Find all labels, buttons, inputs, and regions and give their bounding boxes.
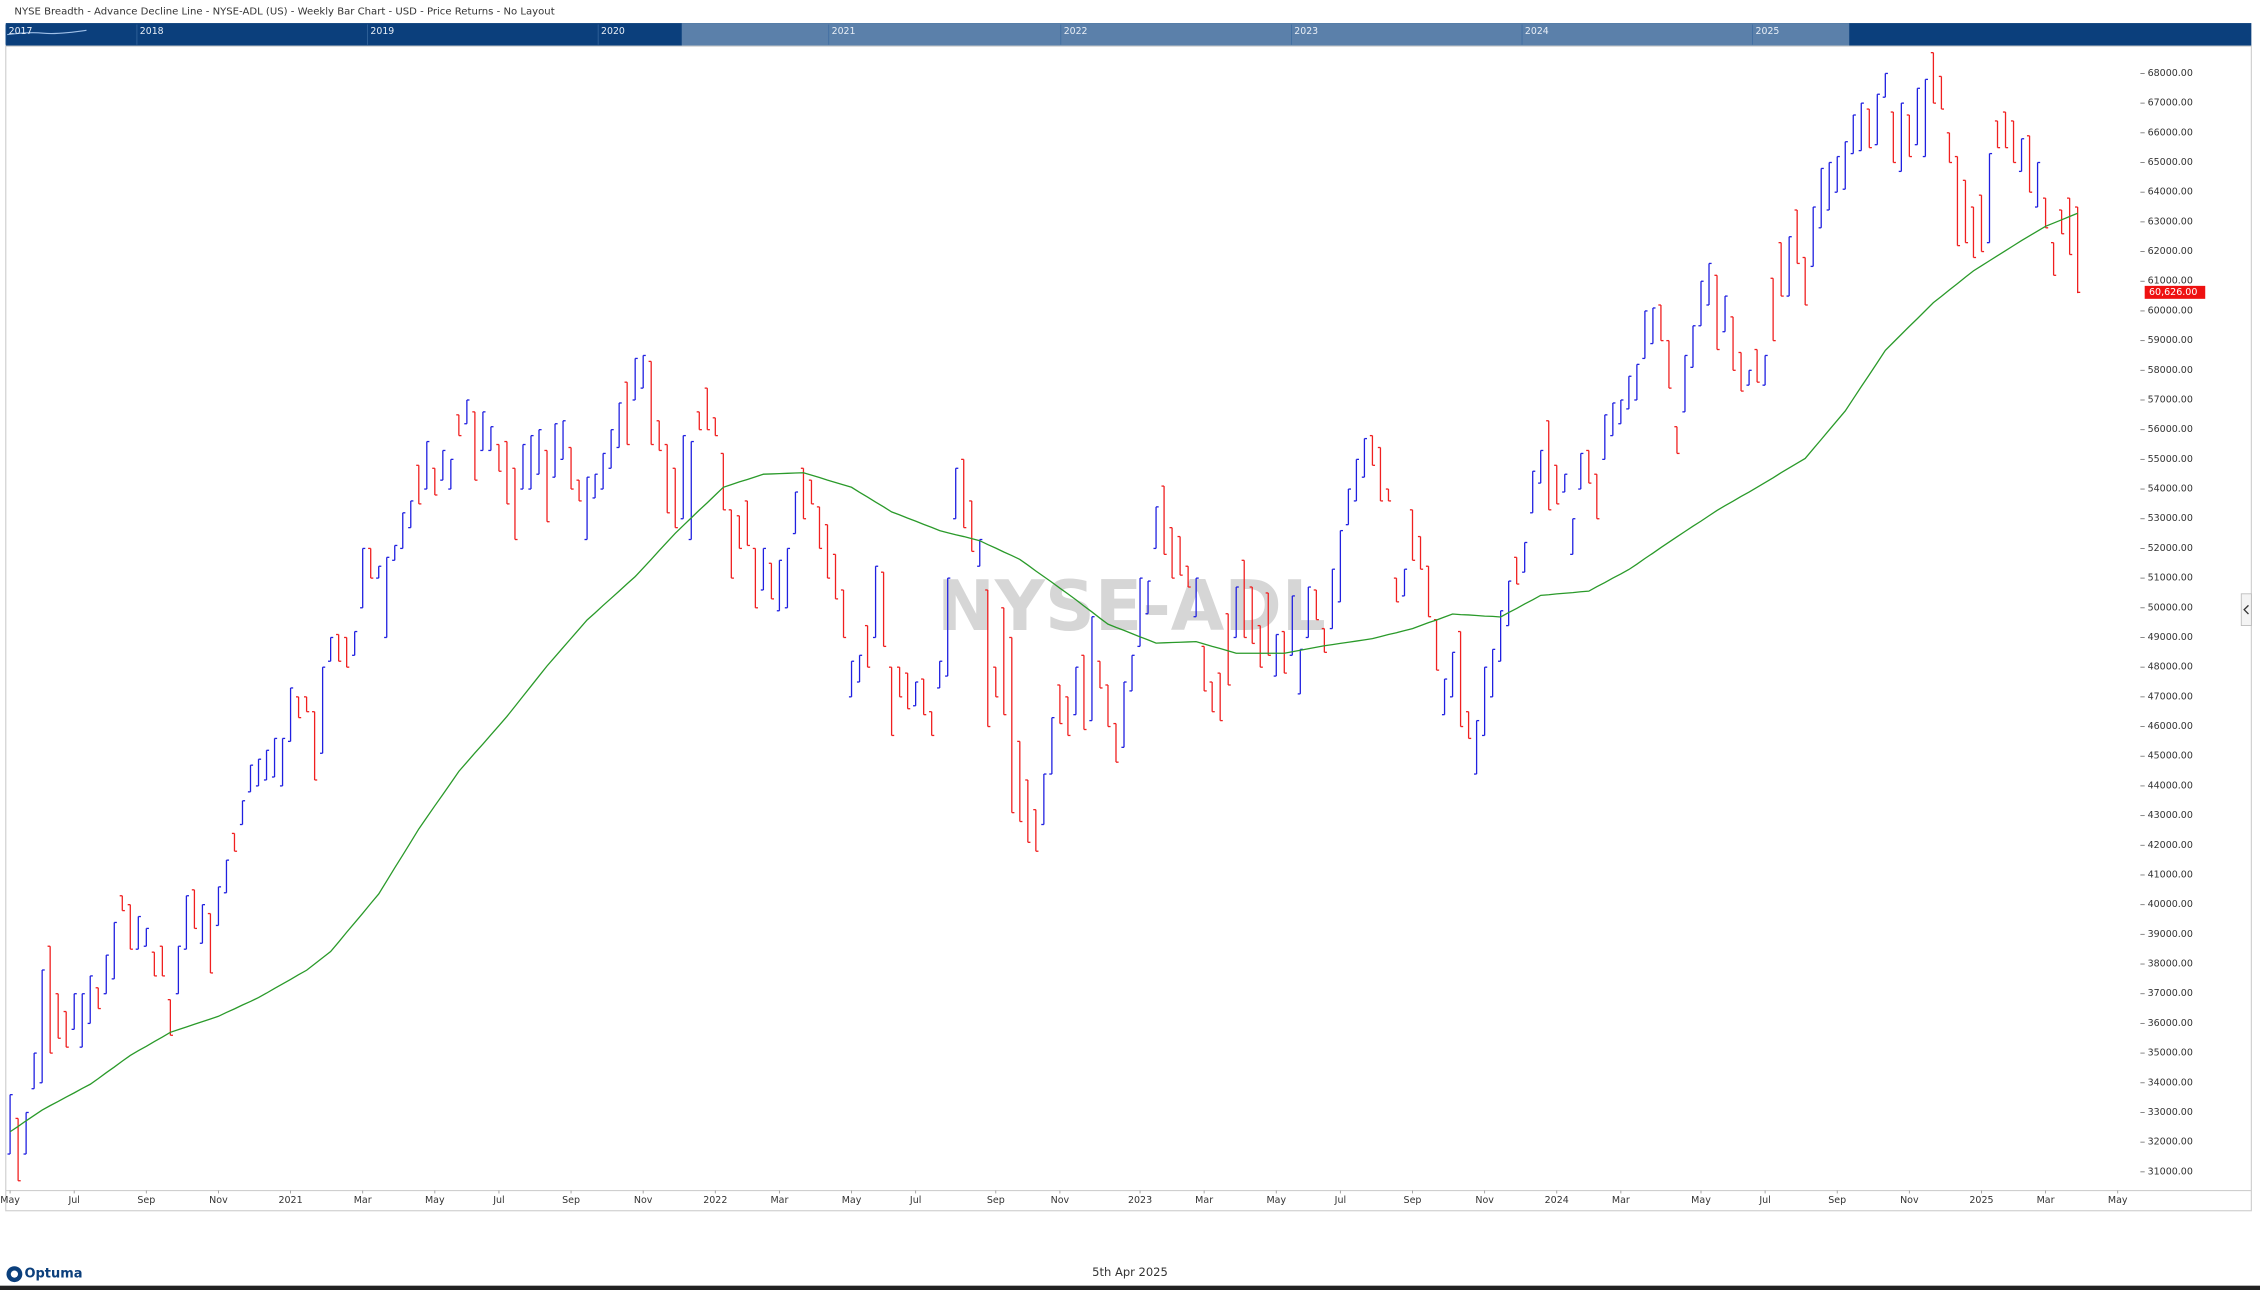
y-tick-label: 43000.00 — [2148, 810, 2193, 821]
navigator-window[interactable] — [681, 23, 1850, 47]
y-tick-label: 55000.00 — [2148, 454, 2193, 465]
last-value-box — [2144, 285, 2206, 299]
y-tick-label: 32000.00 — [2148, 1137, 2193, 1148]
navigator-year: 2020 — [601, 26, 625, 37]
y-tick-label: 41000.00 — [2148, 869, 2193, 880]
y-tick-label: 31000.00 — [2148, 1166, 2193, 1177]
x-tick-label: Jul — [1334, 1195, 1346, 1206]
x-tick-label: Sep — [137, 1195, 155, 1206]
y-tick-label: 59000.00 — [2148, 335, 2193, 346]
y-tick-label: 66000.00 — [2148, 127, 2193, 138]
x-tick-label: Mar — [1612, 1195, 1630, 1206]
x-tick-label: Mar — [1195, 1195, 1213, 1206]
y-tick-label: 33000.00 — [2148, 1107, 2193, 1118]
y-tick-label: 49000.00 — [2148, 632, 2193, 643]
navigator-year: 2024 — [1525, 26, 1549, 37]
y-tick-label: 45000.00 — [2148, 751, 2193, 762]
x-tick-label: Nov — [209, 1195, 228, 1206]
x-tick-label: 2022 — [703, 1195, 727, 1206]
x-tick-label: Nov — [1475, 1195, 1494, 1206]
y-tick-label: 44000.00 — [2148, 780, 2193, 791]
y-tick-label: 52000.00 — [2148, 543, 2193, 554]
collapse-icon — [2243, 604, 2249, 615]
x-tick-label: May — [2108, 1195, 2128, 1206]
x-tick-label: Mar — [770, 1195, 788, 1206]
x-tick-label: Nov — [1051, 1195, 1070, 1206]
navigator-year: 2023 — [1294, 26, 1318, 37]
y-tick-label: 68000.00 — [2148, 68, 2193, 79]
x-tick-label: Mar — [2037, 1195, 2055, 1206]
collapse-button[interactable] — [2240, 593, 2252, 626]
x-tick-label: May — [0, 1195, 20, 1206]
x-tick-label: Sep — [987, 1195, 1005, 1206]
brand-name: Optuma — [25, 1267, 83, 1282]
y-tick-label: 42000.00 — [2148, 840, 2193, 851]
y-tick-label: 64000.00 — [2148, 187, 2193, 198]
y-tick-label: 60000.00 — [2148, 305, 2193, 316]
plot-border — [5, 45, 2252, 1212]
y-tick-label: 56000.00 — [2148, 424, 2193, 435]
y-tick-label: 58000.00 — [2148, 365, 2193, 376]
y-tick-label: 61000.00 — [2148, 276, 2193, 287]
y-tick-label: 34000.00 — [2148, 1077, 2193, 1088]
x-tick-label: May — [1691, 1195, 1711, 1206]
x-tick-label: 2025 — [1969, 1195, 1993, 1206]
x-tick-label: May — [425, 1195, 445, 1206]
x-tick-label: Jul — [909, 1195, 921, 1206]
y-tick-label: 46000.00 — [2148, 721, 2193, 732]
navigator-year: 2018 — [140, 26, 164, 37]
x-tick-label: Jul — [1758, 1195, 1770, 1206]
y-tick-label: 50000.00 — [2148, 602, 2193, 613]
y-tick-label: 37000.00 — [2148, 988, 2193, 999]
y-tick-label: 39000.00 — [2148, 929, 2193, 940]
x-tick-label: Nov — [1900, 1195, 1919, 1206]
y-tick-label: 38000.00 — [2148, 959, 2193, 970]
x-tick-label: May — [1266, 1195, 1286, 1206]
y-tick-label: 36000.00 — [2148, 1018, 2193, 1029]
y-tick-label: 54000.00 — [2148, 484, 2193, 495]
navigator[interactable]: 2017 2018 2019 2020 2021 2022 2023 2024 2025 — [5, 23, 2252, 47]
x-tick-label: Nov — [634, 1195, 653, 1206]
watermark: NYSE-ADL — [937, 567, 1326, 647]
moving-average-line — [9, 212, 2078, 1133]
last-value-label: 60,626.00 — [2149, 287, 2197, 298]
x-tick-label: 2021 — [278, 1195, 302, 1206]
y-tick-label: 57000.00 — [2148, 394, 2193, 405]
y-tick-label: 67000.00 — [2148, 98, 2193, 109]
y-tick-label: 63000.00 — [2148, 216, 2193, 227]
y-tick-label: 35000.00 — [2148, 1048, 2193, 1059]
x-tick-label: Jul — [492, 1195, 504, 1206]
x-tick-label: May — [842, 1195, 862, 1206]
x-tick-label: Jul — [67, 1195, 79, 1206]
y-tick-label: 65000.00 — [2148, 157, 2193, 168]
footer-date: 5th Apr 2025 — [1092, 1265, 1168, 1279]
y-tick-label: 47000.00 — [2148, 691, 2193, 702]
plot: 31000.00 32000.00 33000.00 34000.00 35000.00… — [0, 52, 2206, 1206]
x-tick-label: 2023 — [1128, 1195, 1152, 1206]
navigator-year: 2025 — [1756, 26, 1780, 37]
navigator-year: 2017 — [9, 26, 33, 37]
x-tick-label: Sep — [562, 1195, 580, 1206]
navigator-line — [7, 29, 87, 36]
navigator-year: 2022 — [1064, 26, 1088, 37]
x-tick-label: Sep — [1404, 1195, 1422, 1206]
x-tick-label: Mar — [354, 1195, 372, 1206]
x-tick-label: Sep — [1828, 1195, 1846, 1206]
y-tick-label: 62000.00 — [2148, 246, 2193, 257]
bottom-bar — [0, 1285, 2260, 1290]
brand-logo-inner — [10, 1270, 19, 1278]
navigator-year: 2021 — [832, 26, 856, 37]
chart-title: NYSE Breadth - Advance Decline Line - NY… — [14, 7, 554, 18]
x-tick-label: 2024 — [1545, 1195, 1569, 1206]
navigator-year: 2019 — [370, 26, 394, 37]
y-tick-label: 53000.00 — [2148, 513, 2193, 524]
y-tick-label: 51000.00 — [2148, 573, 2193, 584]
y-tick-label: 48000.00 — [2148, 662, 2193, 673]
y-tick-label: 40000.00 — [2148, 899, 2193, 910]
